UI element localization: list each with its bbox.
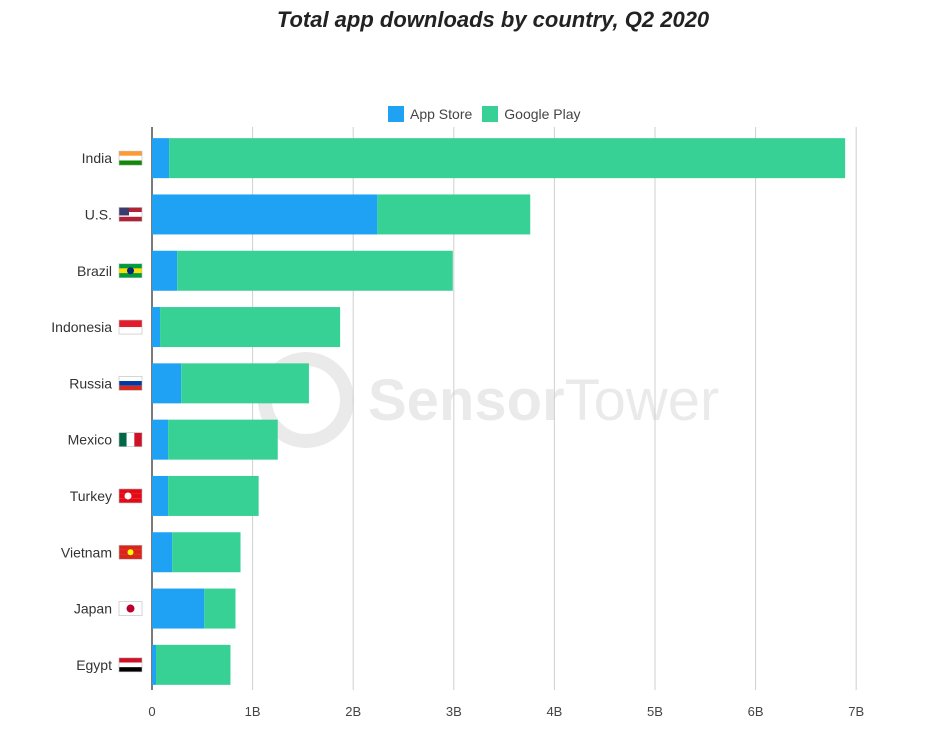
flag-stripe xyxy=(119,662,142,668)
bar-app-store xyxy=(152,475,169,516)
category-label: Japan xyxy=(74,601,112,617)
flag-border xyxy=(118,432,143,447)
category-label: Russia xyxy=(69,375,112,391)
bar-google-play xyxy=(156,644,231,685)
bar-app-store xyxy=(152,419,169,460)
flag-stripe xyxy=(119,381,142,386)
bar-app-store xyxy=(152,363,182,404)
bar-app-store xyxy=(152,194,378,235)
flag-stripe xyxy=(119,320,142,328)
x-tick-label: 3B xyxy=(446,704,462,719)
x-tick-label: 2B xyxy=(345,704,361,719)
category-label: India xyxy=(82,150,113,166)
bar-app-store xyxy=(152,644,157,685)
flag-border xyxy=(118,263,143,279)
category-label: Indonesia xyxy=(51,319,112,335)
category-label: Mexico xyxy=(68,432,113,448)
flag-stripe xyxy=(119,327,142,335)
flag-border xyxy=(118,544,143,560)
x-tick-label: 7B xyxy=(848,704,864,719)
bar-google-play xyxy=(168,475,259,516)
flag-canton xyxy=(119,207,129,216)
category-label: Turkey xyxy=(70,488,112,504)
flag-stripe xyxy=(119,554,142,560)
x-tick-label: 0 xyxy=(148,704,155,719)
flag-stripe xyxy=(119,155,142,161)
legend-swatch-app-store xyxy=(388,106,404,122)
flag-stripe xyxy=(119,667,142,672)
flag-stripe xyxy=(119,212,142,217)
flag-stripe xyxy=(119,657,142,663)
flag-border xyxy=(118,150,143,166)
x-tick-label: 4B xyxy=(546,704,562,719)
flag-stripe xyxy=(119,151,142,156)
bar-google-play xyxy=(160,307,341,348)
bar-app-store xyxy=(152,307,161,348)
bar-google-play xyxy=(172,532,241,573)
bar-google-play xyxy=(377,194,531,235)
flag-stripe xyxy=(119,263,142,269)
flag-emblem xyxy=(124,492,132,500)
legend-item-app-store[interactable]: App Store xyxy=(388,106,472,122)
category-label: Egypt xyxy=(76,657,112,673)
flag-border xyxy=(118,657,143,673)
bar-google-play xyxy=(169,138,846,179)
bar-app-store xyxy=(152,250,178,291)
legend-swatch-google-play xyxy=(482,106,499,122)
flag-stripe xyxy=(119,545,142,550)
bar-app-store xyxy=(152,588,205,629)
x-tick-label: 6B xyxy=(748,704,764,719)
flag-border xyxy=(118,488,143,504)
bar-app-store xyxy=(152,138,170,179)
bar-google-play xyxy=(181,363,309,404)
legend-label-google-play: Google Play xyxy=(504,106,581,122)
flag-border xyxy=(118,601,143,616)
chart-legend: App Store Google Play xyxy=(388,106,591,122)
flag-emblem xyxy=(127,267,134,275)
flag-emblem xyxy=(127,549,134,556)
flag-stripe xyxy=(119,216,142,222)
flag-stripe xyxy=(119,432,127,447)
flag-border xyxy=(118,376,143,391)
category-label: Vietnam xyxy=(61,544,112,560)
chart-title: Total app downloads by country, Q2 2020 xyxy=(276,7,710,32)
bar-google-play xyxy=(177,250,453,291)
flag-stripe xyxy=(119,376,142,382)
flag-border xyxy=(118,319,143,335)
x-tick-label: 5B xyxy=(647,704,663,719)
flag-stripe xyxy=(119,488,142,494)
legend-item-google-play[interactable]: Google Play xyxy=(482,106,581,122)
flag-stripe xyxy=(134,432,142,447)
category-label: Brazil xyxy=(77,263,112,279)
flag-stripe xyxy=(119,273,142,278)
flag-border xyxy=(118,207,143,222)
flag-stripe xyxy=(119,610,142,616)
x-tick-label: 1B xyxy=(245,704,261,719)
bar-google-play xyxy=(168,419,278,460)
flag-stripe xyxy=(119,160,142,166)
bar-app-store xyxy=(152,532,173,573)
category-label: U.S. xyxy=(85,206,112,222)
flag-stripe xyxy=(119,207,142,213)
flag-stripe xyxy=(119,601,142,607)
flag-stripe xyxy=(126,432,135,447)
flag-stripe xyxy=(119,498,142,503)
legend-label-app-store: App Store xyxy=(410,106,473,122)
bar-google-play xyxy=(204,588,236,629)
flag-stripe xyxy=(119,385,142,391)
flag-emblem xyxy=(126,604,135,613)
